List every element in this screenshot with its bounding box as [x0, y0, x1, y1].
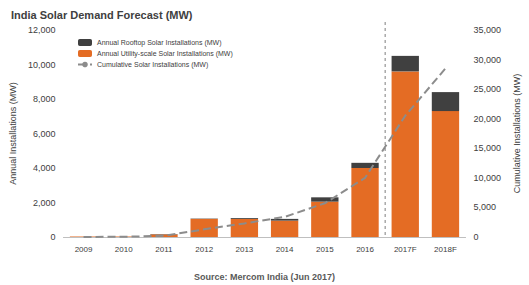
svg-text:Source: Mercom India (Jun 2017: Source: Mercom India (Jun 2017): [194, 272, 335, 282]
svg-text:Annual Installations (MW): Annual Installations (MW): [8, 82, 18, 185]
svg-text:India Solar Demand Forecast (M: India Solar Demand Forecast (MW): [11, 9, 193, 21]
svg-text:Cumulative Solar Installations: Cumulative Solar Installations (MW): [97, 61, 208, 69]
svg-text:2015: 2015: [316, 245, 334, 254]
svg-text:2011: 2011: [155, 245, 173, 254]
svg-text:2010: 2010: [115, 245, 133, 254]
svg-text:10,000: 10,000: [28, 60, 56, 70]
svg-text:Annual Rooftop Solar Installat: Annual Rooftop Solar Installations (MW): [97, 39, 222, 47]
svg-text:0: 0: [474, 232, 479, 242]
svg-text:2016: 2016: [356, 245, 374, 254]
svg-text:Annual Utility-scale Solar Ins: Annual Utility-scale Solar Installations…: [97, 50, 233, 58]
svg-text:35,000: 35,000: [474, 25, 502, 35]
svg-text:6,000: 6,000: [33, 129, 56, 139]
svg-text:2013: 2013: [235, 245, 253, 254]
svg-text:2009: 2009: [75, 245, 93, 254]
svg-text:5,000: 5,000: [474, 202, 497, 212]
svg-text:15,000: 15,000: [474, 143, 502, 153]
svg-text:2014: 2014: [276, 245, 294, 254]
svg-text:2018F: 2018F: [434, 245, 457, 254]
svg-text:12,000: 12,000: [28, 25, 56, 35]
svg-text:0: 0: [50, 232, 55, 242]
svg-text:30,000: 30,000: [474, 55, 502, 65]
svg-text:Cumulative Installations (MW): Cumulative Installations (MW): [512, 74, 522, 194]
svg-text:2,000: 2,000: [33, 198, 56, 208]
svg-text:2012: 2012: [195, 245, 213, 254]
svg-text:4,000: 4,000: [33, 163, 56, 173]
svg-text:25,000: 25,000: [474, 84, 502, 94]
svg-text:10,000: 10,000: [474, 173, 502, 183]
svg-text:8,000: 8,000: [33, 94, 56, 104]
svg-text:20,000: 20,000: [474, 114, 502, 124]
svg-text:2017F: 2017F: [394, 245, 417, 254]
